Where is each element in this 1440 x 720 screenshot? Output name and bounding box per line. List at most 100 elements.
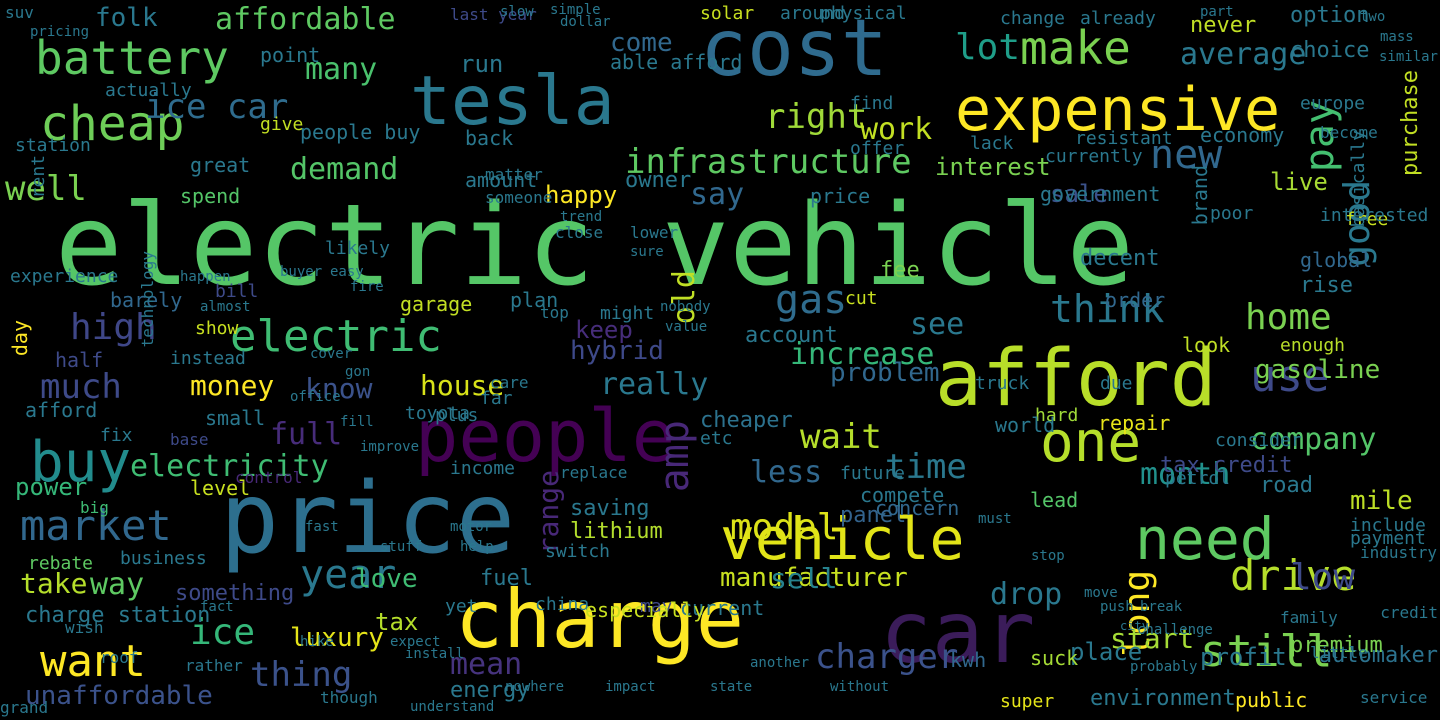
- word-cloud-term: simple: [550, 2, 601, 18]
- word-cloud-term: another: [750, 655, 810, 671]
- word-cloud-term: due: [1100, 373, 1133, 394]
- word-cloud-term: back: [465, 126, 514, 150]
- word-cloud-term: rent: [28, 155, 49, 199]
- word-cloud-term: current: [680, 596, 765, 620]
- word-cloud-term: china: [535, 594, 590, 615]
- word-cloud-term: pricing: [30, 24, 90, 40]
- word-cloud-term: control: [235, 468, 303, 487]
- word-cloud-term: afford: [935, 334, 1217, 424]
- word-cloud-term: plus: [435, 405, 479, 426]
- word-cloud-term: electric: [230, 311, 442, 362]
- word-cloud-term: install: [405, 646, 465, 662]
- word-cloud-term: nowhere: [505, 679, 565, 695]
- word-cloud-term: base: [170, 430, 209, 449]
- word-cloud-term: charge: [455, 573, 744, 666]
- word-cloud-term: might: [600, 303, 655, 324]
- word-cloud-term: use: [1250, 351, 1330, 402]
- word-cloud-term: place: [1070, 638, 1143, 666]
- word-cloud-term: family: [1280, 608, 1338, 627]
- word-cloud-term: business: [120, 548, 207, 569]
- word-cloud-term: rather: [185, 656, 243, 675]
- word-cloud-term: new: [1150, 132, 1223, 178]
- word-cloud-term: fee: [880, 258, 920, 283]
- word-cloud-term: something: [175, 581, 295, 606]
- word-cloud-term: order: [1105, 288, 1166, 312]
- word-cloud-term: lot: [955, 27, 1021, 68]
- word-cloud-term: expect: [390, 634, 441, 650]
- word-cloud-term: replace: [560, 463, 628, 482]
- word-cloud-term: similar: [1378, 49, 1438, 65]
- word-cloud-term: without: [830, 679, 890, 695]
- word-cloud-term: experience: [10, 266, 119, 287]
- word-cloud-term: improve: [360, 439, 420, 455]
- word-cloud-term: live: [1270, 168, 1328, 196]
- word-cloud-term: see: [910, 307, 965, 342]
- word-cloud-term: toyota: [405, 403, 471, 424]
- word-cloud-term: suck: [1030, 646, 1079, 670]
- word-cloud-term: especially: [585, 598, 706, 622]
- word-cloud-term: consider: [1215, 430, 1302, 451]
- word-cloud-term: care: [490, 373, 529, 392]
- word-cloud-term: less: [750, 455, 823, 490]
- word-cloud-term: choice: [1290, 38, 1370, 63]
- word-cloud-term: wish: [65, 618, 104, 637]
- word-cloud-term: give: [260, 114, 304, 135]
- word-cloud-term: sell: [770, 562, 838, 595]
- word-cloud-term: technology: [138, 251, 157, 348]
- word-cloud-term: public: [1235, 688, 1308, 712]
- word-cloud-term: many: [305, 52, 378, 87]
- word-cloud-term: fast: [305, 519, 339, 535]
- word-cloud-term: state: [710, 679, 753, 695]
- word-cloud-term: buyer: [280, 264, 323, 280]
- word-cloud-term: gon: [345, 364, 371, 380]
- word-cloud-term: model: [730, 507, 839, 548]
- word-cloud-term: payment: [1350, 528, 1426, 549]
- word-cloud-term: lead: [1030, 488, 1079, 512]
- word-cloud-term: problem: [830, 358, 940, 388]
- word-cloud-term: industry: [1360, 543, 1438, 562]
- word-cloud-term: ice: [190, 612, 256, 653]
- word-cloud-term: point: [260, 43, 321, 67]
- word-cloud-term: day: [8, 320, 32, 357]
- word-cloud-term: push: [1100, 599, 1134, 615]
- word-cloud-term: way: [90, 567, 145, 602]
- word-cloud-term: stuff: [380, 539, 423, 555]
- word-cloud-term: purchase: [1398, 70, 1423, 176]
- word-cloud-term: matter: [485, 165, 543, 184]
- word-cloud-term: manufacturer: [720, 563, 908, 593]
- word-cloud-term: top: [540, 303, 569, 322]
- word-cloud-term: gasoline: [1255, 355, 1381, 385]
- word-cloud-term: fuel: [480, 566, 533, 591]
- word-cloud-term: fix: [100, 425, 133, 446]
- word-cloud-term: unaffordable: [25, 681, 213, 711]
- word-cloud-term: option: [1290, 3, 1370, 28]
- word-cloud-term: spend: [180, 184, 241, 208]
- word-cloud-term: saving: [570, 496, 650, 521]
- word-cloud-term: impact: [605, 679, 656, 695]
- word-cloud-term: kwh: [950, 648, 987, 672]
- word-cloud-term: cost: [700, 4, 888, 94]
- word-cloud-term: lithium: [570, 519, 663, 544]
- word-cloud-term: afford: [25, 398, 98, 422]
- word-cloud-term: switch: [545, 541, 611, 562]
- word-cloud-term: rebate: [28, 553, 94, 574]
- word-cloud-term: already: [1080, 8, 1156, 29]
- word-cloud-term: compete: [860, 483, 945, 507]
- word-cloud-term: month: [1140, 457, 1231, 492]
- word-cloud-term: high: [70, 307, 157, 348]
- word-cloud-term: physical: [820, 3, 907, 24]
- word-cloud-term: level: [190, 476, 251, 500]
- word-cloud-term: may: [640, 596, 673, 617]
- word-cloud-term: tax: [375, 608, 419, 636]
- word-cloud-term: interest: [935, 153, 1051, 181]
- word-cloud-term: know: [305, 372, 373, 405]
- word-cloud-term: love: [355, 564, 418, 594]
- word-cloud-term: average: [1180, 37, 1307, 72]
- word-cloud-term: government: [1040, 182, 1161, 206]
- word-cloud-term: roof: [100, 648, 139, 667]
- word-cloud-term: vehicle: [720, 505, 965, 573]
- word-cloud-term: owner: [625, 168, 692, 193]
- word-cloud-term: almost: [200, 299, 251, 315]
- word-cloud-term: happen: [180, 269, 231, 285]
- word-cloud-term: break: [1140, 599, 1183, 615]
